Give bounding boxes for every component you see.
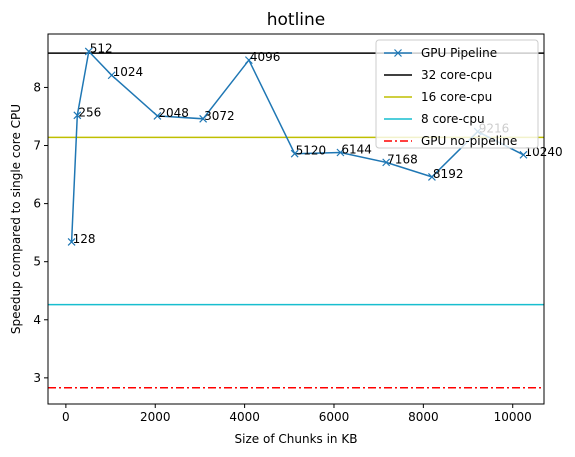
legend: GPU Pipeline 32 core-cpu 16 core-cpu 8 core… [375,39,539,149]
data-point-marker [428,172,436,181]
data-point-marker [382,158,391,167]
marker-stroke [199,114,208,123]
marker-stroke [336,148,345,157]
point-label: 256 [78,105,101,119]
legend-label: 8 core-cpu [421,112,485,126]
chart-title: hotline [267,10,326,30]
y-tick-label: 5 [33,255,41,269]
data-point-marker [84,47,93,56]
legend-label: GPU no-pipeline [421,134,517,148]
y-tick-label: 7 [33,139,41,153]
data-point-marker [73,111,82,120]
y-tick-label: 8 [33,80,41,94]
legend-marker [394,49,402,57]
point-label: 6144 [341,142,372,156]
point-label: 128 [73,232,96,246]
x-tick-label: 4000 [229,410,260,424]
marker-stroke [107,71,116,80]
data-point-marker [244,56,253,65]
marker-stroke [84,47,93,56]
point-label: 3072 [204,109,235,123]
point-label: 5120 [296,144,327,158]
marker-stroke [428,172,436,181]
x-tick-label: 8000 [408,410,439,424]
data-point-marker [199,114,208,123]
marker-stroke [153,111,162,120]
x-tick-label: 0 [62,410,70,424]
legend-label: 32 core-cpu [421,68,492,82]
point-label: 4096 [250,50,281,64]
point-label: 1024 [113,65,144,79]
legend-item: GPU no-pipeline [384,134,517,148]
legend-item: GPU Pipeline [384,46,497,60]
data-point-marker [153,111,162,120]
data-point-marker [336,148,345,157]
legend-item: 16 core-cpu [384,90,492,104]
data-point-marker [290,149,299,158]
plot-frame [47,33,545,405]
marker-stroke [67,238,76,246]
marker-stroke [290,149,299,158]
legend-label: 16 core-cpu [421,90,492,104]
x-tick-label: 6000 [319,410,350,424]
data-point-marker [519,150,528,159]
legend-item: 8 core-cpu [384,112,485,126]
point-label: 7168 [387,152,418,166]
marker-stroke [382,158,391,167]
y-tick-label: 3 [33,371,41,385]
data-point-marker [67,238,76,246]
marker-stroke [519,150,528,159]
legend-box [375,39,539,149]
legend-label: GPU Pipeline [421,46,497,60]
y-axis-label: Speedup compared to single core CPU [9,104,23,334]
y-tick-label: 4 [33,313,41,327]
legend-item: 32 core-cpu [384,68,492,82]
data-point-marker [107,71,116,80]
marker-stroke [73,111,82,120]
point-label: 2048 [158,106,189,120]
y-tick-label: 6 [33,197,41,211]
point-label: 512 [90,41,113,55]
marker-stroke [244,56,253,65]
axes: 0 2000 4000 6000 8000 10000 3 4 5 6 7 8 [33,80,531,424]
point-label: 8192 [433,167,464,181]
x-axis-label: Size of Chunks in KB [235,432,358,446]
x-tick-label: 2000 [140,410,171,424]
x-tick-label: 10000 [494,410,532,424]
